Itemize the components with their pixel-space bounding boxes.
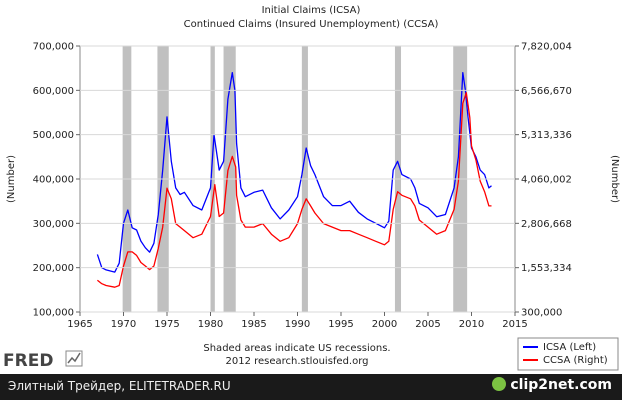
left-tick-label-2: 300,000	[33, 219, 74, 230]
x-tick-label-5: 1990	[285, 319, 310, 330]
y-axis-left-label: (Number)	[6, 155, 17, 203]
right-tick-label-2: 2,806,668	[521, 219, 572, 230]
left-tick-label-6: 700,000	[33, 42, 74, 53]
chart-logo-icon	[65, 350, 83, 367]
series-lines	[96, 71, 492, 288]
x-tick-label-1: 1970	[111, 319, 136, 330]
legend-label-ccsa: CCSA (Right)	[543, 355, 608, 366]
right-tick-label-4: 5,313,336	[521, 130, 572, 141]
right-tick-label-5: 6,566,670	[521, 86, 572, 97]
recession-note: Shaded areas indicate US recessions.	[203, 343, 390, 354]
right-tick-label-3: 4,060,002	[521, 175, 572, 186]
right-tick-label-6: 7,820,004	[521, 42, 572, 53]
left-axis: 100,000 200,000 300,000 400,000 500,000 600,0…	[33, 42, 515, 319]
chart-title: Initial Claims (ICSA)	[262, 5, 361, 16]
watermark-text: clip2net.com	[510, 377, 612, 393]
watermark: clip2net.com	[492, 377, 612, 393]
x-tick-label-4: 1985	[241, 319, 266, 330]
legend: ICSA (Left) CCSA (Right)	[517, 337, 619, 371]
x-tick-label-7: 2000	[372, 319, 397, 330]
left-tick-label-0: 100,000	[33, 308, 74, 319]
left-tick-label-1: 200,000	[33, 263, 74, 274]
y-axis-right-label: (Number)	[609, 155, 620, 203]
right-tick-label-0: 300,000	[521, 308, 562, 319]
x-tick-label-9: 2010	[459, 319, 484, 330]
left-tick-label-4: 500,000	[33, 130, 74, 141]
right-tick-label-1: 1,553,334	[521, 263, 572, 274]
series-line-icsa	[96, 71, 492, 273]
fred-logo: FRED	[3, 350, 83, 371]
chart: Initial Claims (ICSA) Continued Claims (…	[3, 5, 620, 371]
source-note: 2012 research.stlouisfed.org	[225, 356, 368, 367]
x-tick-label-10: 2015	[502, 319, 527, 330]
series-line-ccsa	[96, 92, 492, 288]
legend-label-icsa: ICSA (Left)	[543, 342, 596, 353]
x-tick-label-3: 1980	[198, 319, 223, 330]
footer-bar: Элитный Трейдер, ELITETRADER.RU clip2net…	[0, 374, 622, 400]
x-tick-label-8: 2005	[415, 319, 440, 330]
x-axis: 1965 1970 1975 1980 1985 1990 1995 2000 2005 2010…	[67, 312, 528, 330]
legend-box	[517, 337, 619, 371]
fred-logo-text: FRED	[3, 351, 53, 371]
chart-subtitle: Continued Claims (Insured Unemployment) …	[184, 19, 439, 30]
x-tick-label-0: 1965	[67, 319, 92, 330]
right-axis: 300,000 1,553,334 2,806,668 4,060,002 5,313,…	[515, 42, 572, 319]
x-tick-label-2: 1975	[154, 319, 179, 330]
footer-text: Элитный Трейдер, ELITETRADER.RU	[8, 379, 231, 393]
x-tick-label-6: 1995	[328, 319, 353, 330]
clip2net-logo-icon	[492, 377, 507, 391]
left-tick-label-5: 600,000	[33, 86, 74, 97]
left-tick-label-3: 400,000	[33, 175, 74, 186]
